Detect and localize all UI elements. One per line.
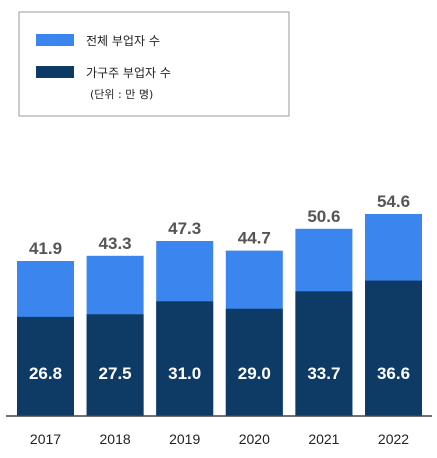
x-tick-label-2021: 2021 <box>308 431 339 447</box>
legend-label-total: 전체 부업자 수 <box>86 34 160 48</box>
bar-household-2020 <box>225 308 283 416</box>
bars-group: 41.9 26.8 43.3 27.5 47.3 31.0 44.7 29.0 50.6 33.7… <box>17 192 422 416</box>
legend-label-household: 가구주 부업자 수 <box>86 66 171 80</box>
household-value-label-2017: 26.8 <box>29 364 62 383</box>
legend-box <box>18 11 290 117</box>
total-value-label-2019: 47.3 <box>168 219 201 238</box>
total-value-label-2021: 50.6 <box>307 207 340 226</box>
total-value-label-2022: 54.6 <box>377 192 410 211</box>
total-value-label-2018: 43.3 <box>99 234 132 253</box>
household-value-label-2019: 31.0 <box>168 364 201 383</box>
bar-household-2017 <box>17 316 74 416</box>
bar-household-2018 <box>86 314 144 416</box>
total-value-label-2017: 41.9 <box>29 239 62 258</box>
bar-household-2022 <box>365 280 422 416</box>
bar-household-2019 <box>156 301 214 416</box>
x-tick-label-2019: 2019 <box>169 431 200 447</box>
household-value-label-2020: 29.0 <box>238 364 271 383</box>
x-tick-label-2020: 2020 <box>239 431 270 447</box>
bar-household-2021 <box>295 291 353 416</box>
x-tick-label-2018: 2018 <box>100 431 131 447</box>
household-value-label-2021: 33.7 <box>307 364 340 383</box>
legend-swatch-household <box>36 66 74 78</box>
legend: 전체 부업자 수 가구주 부업자 수 (단위 : 만 명) <box>18 11 290 117</box>
legend-unit-note: (단위 : 만 명) <box>90 88 153 101</box>
household-value-label-2018: 27.5 <box>99 364 132 383</box>
total-value-label-2020: 44.7 <box>238 229 271 248</box>
x-axis-ticks: 2017 2018 2019 2020 2021 2022 <box>30 431 409 447</box>
household-value-label-2022: 36.6 <box>377 364 410 383</box>
legend-swatch-total <box>36 34 74 46</box>
x-tick-label-2022: 2022 <box>378 431 409 447</box>
x-tick-label-2017: 2017 <box>30 431 61 447</box>
